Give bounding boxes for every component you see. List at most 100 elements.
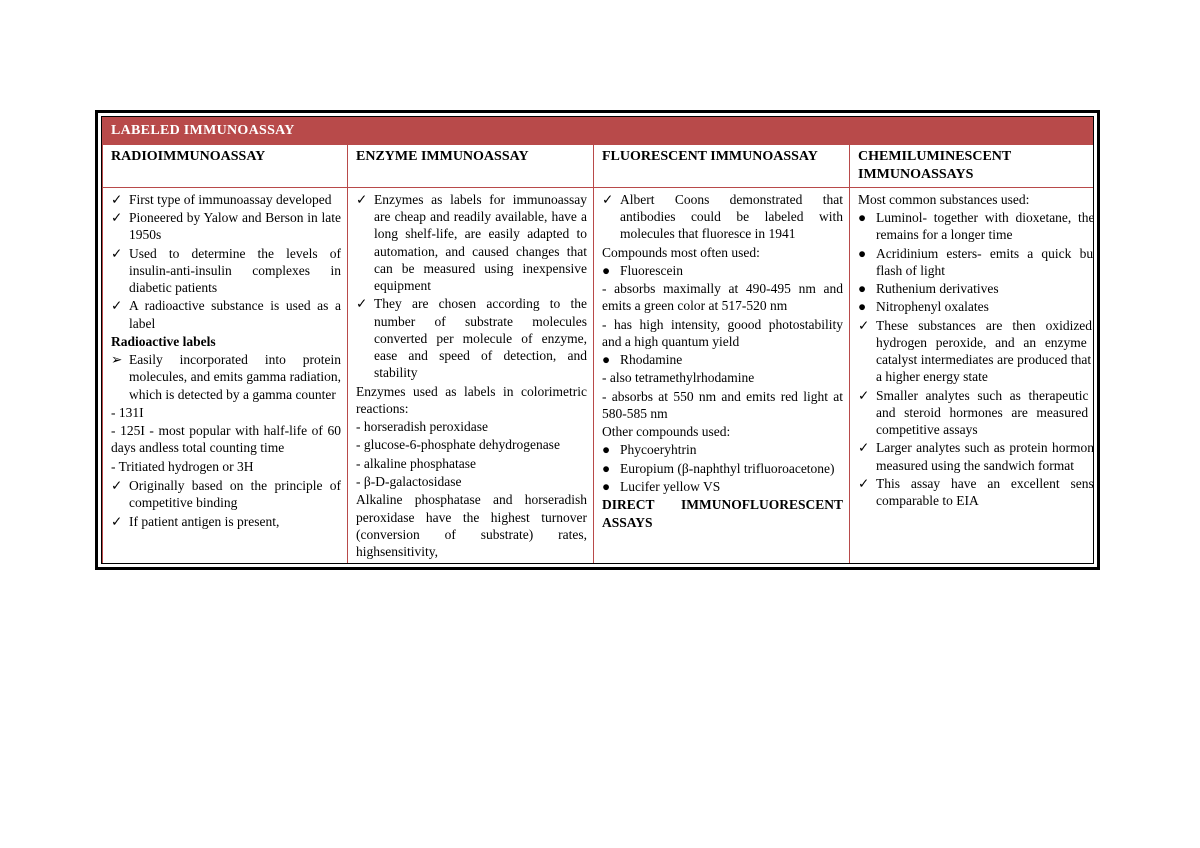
body-col-1: ✓Enzymes as labels for immunoassay are c… [348, 187, 594, 564]
list-item: ✓A radioactive substance is used as a la… [111, 297, 341, 332]
check-icon: ✓ [858, 387, 876, 404]
list-item-text: - Tritiated hydrogen or 3H [111, 458, 341, 475]
list-item: ✓Albert Coons demonstrated that antibodi… [602, 191, 843, 243]
list-item: ✓Originally based on the principle of co… [111, 477, 341, 512]
list-item: - Tritiated hydrogen or 3H [111, 458, 341, 475]
check-icon: ✓ [111, 477, 129, 494]
list-item-text: - also tetramethylrhodamine [602, 369, 843, 386]
page: LABELED IMMUNOASSAY RADIOIMMUNOASSAY ENZ… [0, 0, 1200, 848]
list-item: ✓First type of immunoassay developed [111, 191, 341, 208]
list-item-text: DIRECT IMMUNOFLUORESCENT ASSAYS [602, 496, 843, 531]
check-icon: ✓ [111, 209, 129, 226]
body-col-2: ✓Albert Coons demonstrated that antibodi… [594, 187, 850, 564]
list-item-text: - horseradish peroxidase [356, 418, 587, 435]
list-item: ✓Used to determine the levels of insulin… [111, 245, 341, 297]
list-item-text: Ruthenium derivatives [876, 280, 1094, 297]
list-item-text: Compounds most often used: [602, 244, 843, 261]
list-item: ✓This assay have an excellent sensitivit… [858, 475, 1094, 510]
list-item-text: A radioactive substance is used as a lab… [129, 297, 341, 332]
check-icon: ✓ [356, 295, 374, 312]
list-item-text: Europium (β-naphthyl trifluoroacetone) [620, 460, 843, 477]
bullet-icon: ● [602, 441, 620, 458]
list-item-text: These substances are then oxidized with … [876, 317, 1094, 386]
chevron-icon: ➢ [111, 351, 129, 368]
check-icon: ✓ [111, 297, 129, 314]
bullet-icon: ● [858, 245, 876, 262]
list-item-text: Smaller analytes such as therapeutic dru… [876, 387, 1094, 439]
header-col-0: RADIOIMMUNOASSAY [103, 144, 348, 187]
list-item: ✓If patient antigen is present, [111, 513, 341, 530]
check-icon: ✓ [602, 191, 620, 208]
list-item-text: Lucifer yellow VS [620, 478, 843, 495]
list-item-text: Larger analytes such as protein hormones… [876, 439, 1094, 474]
list-item-text: Rhodamine [620, 351, 843, 368]
list-item-text: They are chosen according to the number … [374, 295, 587, 381]
list-item-text: Luminol- together with dioxetane, the li… [876, 209, 1094, 244]
header-col-2: FLUORESCENT IMMUNOASSAY [594, 144, 850, 187]
list-item: - alkaline phosphatase [356, 455, 587, 472]
table-title-row: LABELED IMMUNOASSAY [103, 118, 1095, 145]
list-item-text: - absorbs at 550 nm and emits red light … [602, 388, 843, 423]
list-item: Radioactive labels [111, 333, 341, 350]
table-body-row: ✓First type of immunoassay developed✓Pio… [103, 187, 1095, 564]
table-title: LABELED IMMUNOASSAY [103, 118, 1095, 145]
bullet-icon: ● [858, 209, 876, 226]
list-item-text: Enzymes used as labels in colorimetric r… [356, 383, 587, 418]
list-item: ●Ruthenium derivatives [858, 280, 1094, 297]
list-item-text: Most common substances used: [858, 191, 1094, 208]
list-item: ✓They are chosen according to the number… [356, 295, 587, 381]
list-item: DIRECT IMMUNOFLUORESCENT ASSAYS [602, 496, 843, 531]
list-item-text: Radioactive labels [111, 333, 341, 350]
list-item-text: Alkaline phosphatase and horseradish per… [356, 491, 587, 560]
header-col-1: ENZYME IMMUNOASSAY [348, 144, 594, 187]
list-item-text: Used to determine the levels of insulin-… [129, 245, 341, 297]
bullet-icon: ● [858, 298, 876, 315]
list-item-text: Originally based on the principle of com… [129, 477, 341, 512]
list-item: - β-D-galactosidase [356, 473, 587, 490]
list-item: Enzymes used as labels in colorimetric r… [356, 383, 587, 418]
list-item-text: - absorbs maximally at 490-495 nm and em… [602, 280, 843, 315]
list-item: ●Phycoeryhtrin [602, 441, 843, 458]
list-item: ●Rhodamine [602, 351, 843, 368]
list-item: Compounds most often used: [602, 244, 843, 261]
list-item: ●Europium (β-naphthyl trifluoroacetone) [602, 460, 843, 477]
list-item: - glucose-6-phosphate dehydrogenase [356, 436, 587, 453]
list-item: Alkaline phosphatase and horseradish per… [356, 491, 587, 560]
list-item: ✓Enzymes as labels for immunoassay are c… [356, 191, 587, 295]
list-item-text: This assay have an excellent sensitivity… [876, 475, 1094, 510]
list-item-text: Albert Coons demonstrated that antibodie… [620, 191, 843, 243]
list-item-text: - 125I - most popular with half-life of … [111, 422, 341, 457]
list-item-text: If patient antigen is present, [129, 513, 341, 530]
list-item: ✓Pioneered by Yalow and Berson in late 1… [111, 209, 341, 244]
list-item: - 131I [111, 404, 341, 421]
header-col-3: CHEMILUMINESCENT IMMUNOASSAYS [850, 144, 1095, 187]
immunoassay-table: LABELED IMMUNOASSAY RADIOIMMUNOASSAY ENZ… [102, 117, 1094, 564]
list-item-text: First type of immunoassay developed [129, 191, 341, 208]
body-col-0: ✓First type of immunoassay developed✓Pio… [103, 187, 348, 564]
bullet-icon: ● [602, 478, 620, 495]
list-item-text: Pioneered by Yalow and Berson in late 19… [129, 209, 341, 244]
bullet-icon: ● [602, 460, 620, 477]
list-item: ●Acridinium esters- emits a quick burst … [858, 245, 1094, 280]
list-item-text: Easily incorporated into protein molecul… [129, 351, 341, 403]
list-item: Most common substances used: [858, 191, 1094, 208]
bullet-icon: ● [602, 351, 620, 368]
list-item-text: Acridinium esters- emits a quick burst o… [876, 245, 1094, 280]
frame-inner: LABELED IMMUNOASSAY RADIOIMMUNOASSAY ENZ… [101, 116, 1094, 564]
list-item: ✓These substances are then oxidized with… [858, 317, 1094, 386]
check-icon: ✓ [111, 191, 129, 208]
check-icon: ✓ [858, 439, 876, 456]
list-item: ●Fluorescein [602, 262, 843, 279]
list-item-text: - β-D-galactosidase [356, 473, 587, 490]
list-item-text: Nitrophenyl oxalates [876, 298, 1094, 315]
list-item-text: - has high intensity, goood photostabili… [602, 316, 843, 351]
list-item: ✓Smaller analytes such as therapeutic dr… [858, 387, 1094, 439]
list-item: ●Lucifer yellow VS [602, 478, 843, 495]
check-icon: ✓ [858, 317, 876, 334]
list-item-text: - 131I [111, 404, 341, 421]
table-header-row: RADIOIMMUNOASSAY ENZYME IMMUNOASSAY FLUO… [103, 144, 1095, 187]
list-item-text: - alkaline phosphatase [356, 455, 587, 472]
list-item-text: - glucose-6-phosphate dehydrogenase [356, 436, 587, 453]
check-icon: ✓ [356, 191, 374, 208]
list-item: - has high intensity, goood photostabili… [602, 316, 843, 351]
